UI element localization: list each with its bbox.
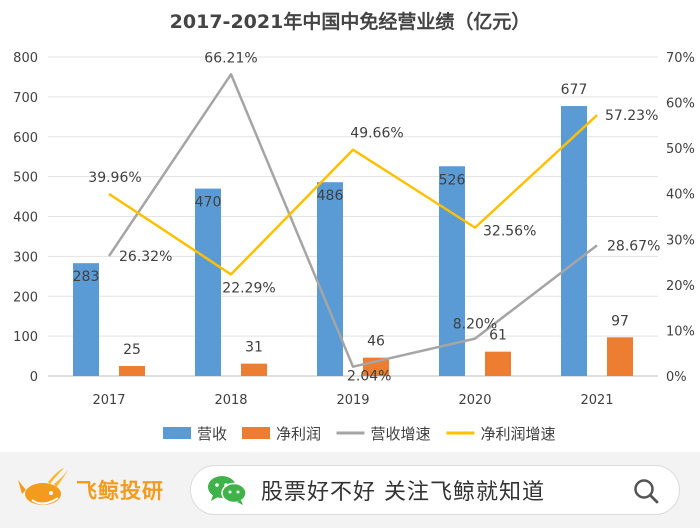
x-tick-label: 2018 (214, 393, 247, 408)
x-tick-label: 2017 (92, 393, 125, 408)
bar-revenue (195, 188, 221, 376)
net-profit-label: 61 (489, 328, 507, 344)
x-axis: 2017 2018 2019 2020 2021 (92, 393, 613, 408)
profit-growth-label: 39.96% (88, 170, 141, 186)
profit-growth-label: 57.23% (605, 108, 658, 124)
revenue-growth-label: 66.21% (204, 50, 257, 66)
profit-growth-label: 22.29% (222, 280, 275, 296)
revenue-growth-label: 2.04% (347, 369, 391, 385)
legend-swatch (163, 427, 191, 439)
legend-label: 营收增速 (371, 425, 431, 443)
data-labels: 283 470 486 526 677 25 31 46 61 97 26.32% 66.21% 2.0… (73, 50, 661, 384)
legend-label: 营收 (197, 425, 227, 443)
net-profit-label: 97 (611, 313, 629, 329)
chart: 2017-2021年中国中免经营业绩（亿元） 0 100 200 300 400 500 6… (13, 10, 695, 443)
revenue-label: 486 (317, 188, 344, 204)
bar-revenue (317, 182, 343, 376)
right-tick-label: 40% (666, 188, 695, 203)
bar-revenue (73, 263, 99, 376)
revenue-growth-label: 28.67% (607, 238, 660, 254)
brand[interactable]: 飞鲸投研 (18, 468, 164, 512)
left-axis: 0 100 200 300 400 500 600 700 800 (13, 51, 38, 385)
search-icon[interactable] (633, 478, 659, 504)
profit-growth-label: 49.66% (350, 126, 403, 142)
bar-net-profit (607, 337, 633, 376)
net-profit-label: 31 (245, 340, 263, 356)
left-tick-label: 100 (13, 330, 38, 345)
x-tick-label: 2020 (458, 393, 491, 408)
right-axis: 0% 10% 20% 30% 40% 50% 60% 70% (666, 51, 695, 385)
left-tick-label: 200 (13, 290, 38, 305)
left-tick-label: 800 (13, 51, 38, 66)
line-series (107, 73, 598, 368)
right-tick-label: 70% (666, 51, 695, 66)
right-tick-label: 20% (666, 279, 695, 294)
chart-title: 2017-2021年中国中免经营业绩（亿元） (170, 10, 531, 33)
search-bar[interactable]: 股票好不好 关注飞鲸就知道 (190, 465, 680, 515)
revenue-label: 470 (195, 195, 222, 211)
legend: 营收 净利润 营收增速 净利润增速 (163, 425, 556, 443)
left-tick-label: 700 (13, 91, 38, 106)
right-tick-label: 0% (666, 370, 687, 385)
right-tick-label: 60% (666, 97, 695, 112)
legend-label: 净利润增速 (481, 425, 556, 443)
left-tick-label: 400 (13, 211, 38, 226)
bar-net-profit (241, 363, 267, 376)
left-tick-label: 0 (30, 370, 38, 385)
line-revenue-growth (107, 73, 598, 368)
left-tick-label: 300 (13, 250, 38, 265)
profit-growth-label: 32.56% (483, 224, 536, 240)
net-profit-label: 46 (367, 334, 385, 350)
bar-net-profit (119, 366, 145, 376)
legend-label: 净利润 (276, 425, 321, 443)
brand-name: 飞鲸投研 (76, 479, 164, 503)
net-profit-label: 25 (123, 342, 141, 358)
x-tick-label: 2021 (580, 393, 613, 408)
bar-revenue (561, 106, 587, 376)
revenue-label: 283 (73, 269, 100, 285)
revenue-label: 677 (561, 82, 588, 98)
legend-swatch (242, 427, 270, 439)
footer-banner: 飞鲸投研 股票好不好 关注飞鲸就知道 (0, 452, 700, 528)
gridlines (48, 56, 658, 377)
whale-logo-icon (18, 468, 68, 505)
right-tick-label: 30% (666, 233, 695, 248)
bar-series (73, 106, 633, 376)
right-tick-label: 50% (666, 142, 695, 157)
bar-net-profit (485, 351, 511, 376)
left-tick-label: 600 (13, 131, 38, 146)
revenue-growth-label: 26.32% (119, 249, 172, 265)
revenue-growth-label: 8.20% (453, 317, 497, 333)
left-tick-label: 500 (13, 171, 38, 186)
wechat-icon (208, 476, 247, 505)
right-tick-label: 10% (666, 324, 695, 339)
search-text: 股票好不好 关注飞鲸就知道 (261, 480, 545, 505)
x-tick-label: 2019 (336, 393, 369, 408)
revenue-label: 526 (439, 172, 466, 188)
